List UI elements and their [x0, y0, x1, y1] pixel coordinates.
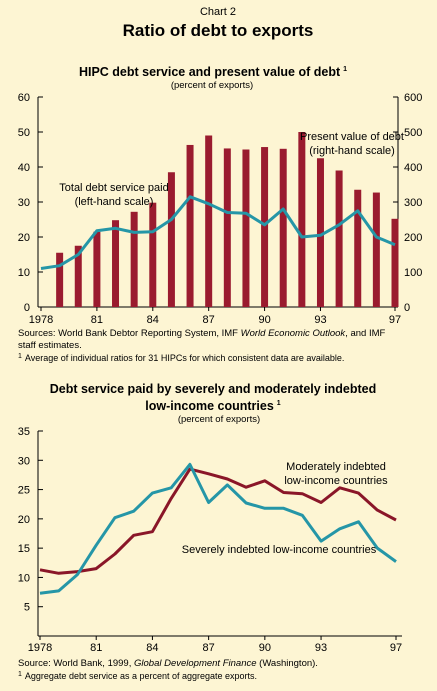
chart1-right-tick-label: 100	[404, 267, 422, 279]
chart1-left-tick-label: 20	[18, 232, 30, 244]
chart2-y-tick-label: 30	[18, 455, 30, 467]
chart1-bar	[242, 149, 250, 307]
chart2-y-tick-label: 35	[18, 426, 30, 438]
chart1-right-tick-label: 300	[404, 197, 422, 209]
chart1-bar	[372, 192, 380, 307]
chart1-bar	[279, 148, 287, 307]
chart2-y-tick-label: 5	[24, 602, 30, 614]
chart1-bar	[354, 189, 362, 307]
chart1-title: HIPC debt service and present value of d…	[79, 65, 347, 79]
chart1-right-tick-label: 400	[404, 162, 422, 174]
chart1-x-tick-label: 93	[314, 314, 326, 326]
chart2-y-tick-label: 25	[18, 485, 30, 497]
chart1-annotation-pv-line2: (right-hand scale)	[309, 145, 395, 157]
chart1-annotation-ds-line2: (left-hand scale)	[75, 196, 154, 208]
chart1-bar	[167, 172, 175, 307]
chart2-y-tick-label: 10	[18, 572, 30, 584]
chart2-annotation-moderate-line1: Moderately indebted	[286, 461, 386, 473]
chart1-footnote: 1 Average of individual ratios for 31 HIP…	[18, 353, 344, 363]
chart1-bar	[186, 144, 194, 307]
chart2-x-tick-label: 84	[146, 642, 158, 654]
chart1-bar	[335, 170, 343, 307]
chart1-left-tick-label: 10	[18, 267, 30, 279]
chart-number: Chart 2	[200, 6, 236, 18]
chart1-debt-service-line	[40, 195, 396, 270]
chart2-x-tick-label: 81	[90, 642, 102, 654]
chart1-x-tick-label: 84	[147, 314, 159, 326]
chart2-annotation-moderate-line2: low-income countries	[284, 475, 388, 487]
chart1-bar	[261, 147, 269, 307]
chart1-bar	[223, 148, 231, 307]
chart2-x-tick-label: 90	[259, 642, 271, 654]
chart2-subtitle: (percent of exports)	[178, 414, 260, 425]
chart2-source: Source: World Bank, 1999, Global Develop…	[18, 658, 318, 669]
chart2-plot: 5 10 15 20 25 30 35 1978 81 84 87 90 93 97 Moderatel…	[18, 426, 402, 654]
chart1-left-tick-label: 40	[18, 162, 30, 174]
chart1-bar	[298, 132, 306, 307]
chart1-annotation-ds-line1: Total debt service paid	[59, 182, 168, 194]
chart1-title-footnote-marker: 1	[343, 66, 347, 73]
chart1-source-line2: staff estimates.	[18, 340, 82, 351]
chart1-x-tick-label: 1978	[29, 314, 53, 326]
chart1-bar	[56, 252, 64, 307]
chart1-bar	[316, 158, 324, 307]
chart2-annotation-severe: Severely indebted low-income countries	[182, 544, 377, 556]
chart2-footnote: 1 Aggregate debt service as a percent of …	[18, 671, 257, 681]
chart1-right-ticks: 0 100 200 300 400 500 600	[393, 92, 422, 314]
chart1-bar	[149, 202, 157, 307]
chart1-bar	[74, 245, 82, 307]
chart1-left-tick-label: 30	[18, 197, 30, 209]
chart1-bar	[93, 231, 101, 307]
chart1-x-tick-label: 97	[389, 314, 401, 326]
chart1-plot: 0 10 20 30 40 50 60 0 100 200 300 400 500 600 1978 81…	[18, 92, 423, 326]
chart1-x-tick-label: 87	[203, 314, 215, 326]
chart2-x-labels: 1978 81 84 87 90 93 97	[28, 636, 402, 654]
chart1-left-tick-label: 0	[24, 302, 30, 314]
chart1-bar	[205, 135, 213, 307]
chart2-y-tick-label: 20	[18, 514, 30, 526]
chart2-moderately-indebted-line	[39, 467, 397, 575]
chart2-x-tick-label: 87	[203, 642, 215, 654]
chart1-right-tick-label: 0	[404, 302, 410, 314]
chart1-left-tick-label: 50	[18, 127, 30, 139]
chart1-right-tick-label: 200	[404, 232, 422, 244]
chart1-x-tick-label: 81	[91, 314, 103, 326]
chart2-title-line1: Debt service paid by severely and modera…	[50, 382, 377, 396]
chart1-subtitle: (percent of exports)	[171, 80, 253, 91]
chart2-severely-indebted-line	[39, 462, 397, 595]
figure-title: Ratio of debt to exports	[123, 21, 314, 40]
chart1-right-tick-label: 500	[404, 127, 422, 139]
chart1-left-ticks: 0 10 20 30 40 50 60	[18, 92, 43, 314]
chart1-left-tick-label: 60	[18, 92, 30, 104]
chart2-title-line2: low-income countries 1	[145, 399, 281, 413]
chart1-bars	[56, 132, 399, 307]
chart1-source-line1: Sources: World Bank Debtor Reporting Sys…	[18, 328, 386, 339]
chart2-y-tick-label: 15	[18, 543, 30, 555]
chart1-x-tick-label: 90	[258, 314, 270, 326]
chart2-x-tick-label: 93	[315, 642, 327, 654]
chart2-y-ticks: 5 10 15 20 25 30 35	[18, 426, 43, 614]
chart1-bar	[391, 218, 399, 307]
chart1-bar	[130, 211, 138, 307]
chart2-x-tick-label: 97	[390, 642, 402, 654]
chart1-bar	[112, 220, 120, 307]
chart2-x-tick-label: 1978	[28, 642, 52, 654]
chart2-title-footnote-marker: 1	[277, 400, 281, 407]
chart1-right-tick-label: 600	[404, 92, 422, 104]
chart1-x-labels: 1978 81 84 87 90 93 97	[29, 307, 401, 326]
chart1-annotation-pv-line1: Present value of debt	[300, 131, 404, 143]
